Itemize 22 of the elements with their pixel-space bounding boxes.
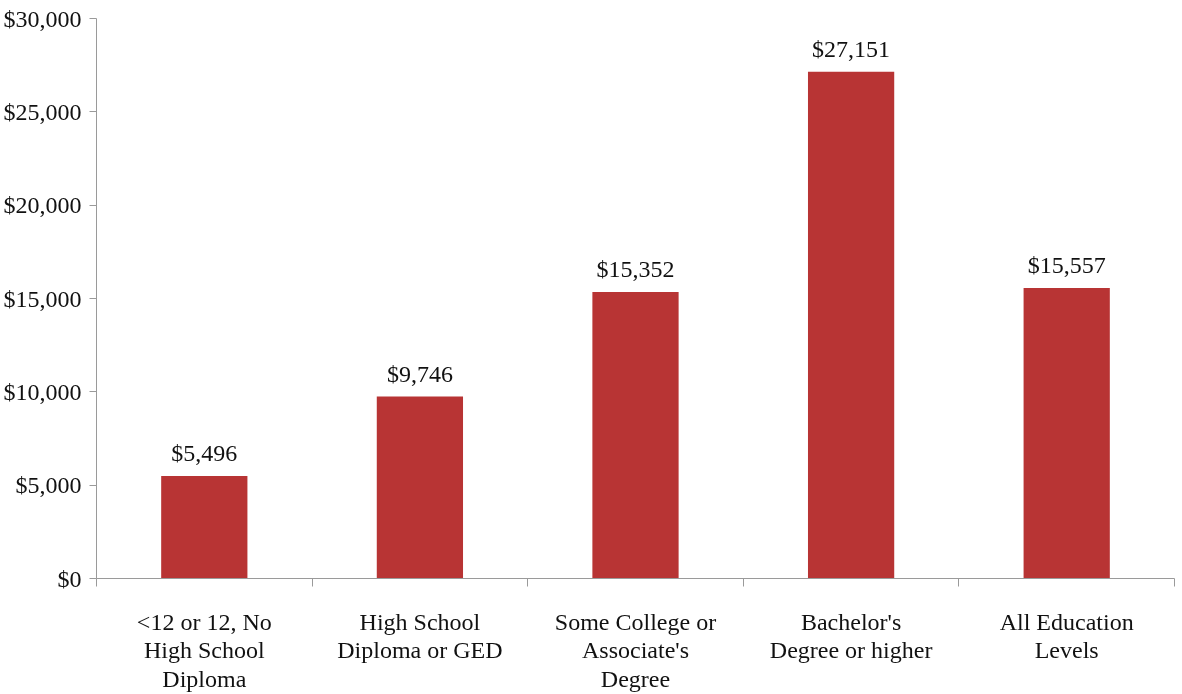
x-tick-label: High School Diploma or GED [337, 608, 503, 664]
y-tick-label: $0 [57, 565, 82, 592]
y-tick-label: $20,000 [3, 192, 82, 219]
y-tick-label: $25,000 [3, 98, 82, 125]
bar [592, 291, 679, 579]
data-label: $15,352 [596, 255, 675, 282]
y-tick-label: $5,000 [15, 472, 82, 499]
bar [161, 475, 248, 579]
data-label: $5,496 [171, 439, 238, 466]
x-tick-label: Some College or Associate's Degree [554, 608, 717, 692]
x-tick-label: Bachelor's Degree or higher [769, 608, 933, 664]
x-tick-label: <12 or 12, No High School Diploma [136, 608, 272, 692]
bar [807, 71, 895, 579]
data-label: $27,151 [812, 35, 891, 62]
x-tick-label: All Education Levels [999, 608, 1134, 664]
data-label: $9,746 [386, 360, 453, 387]
data-label: $15,557 [1027, 252, 1106, 279]
bar [376, 396, 464, 579]
y-tick-label: $15,000 [3, 285, 82, 312]
y-tick-label: $10,000 [3, 378, 82, 405]
y-tick-label: $30,000 [3, 5, 82, 32]
bar [1023, 288, 1110, 579]
